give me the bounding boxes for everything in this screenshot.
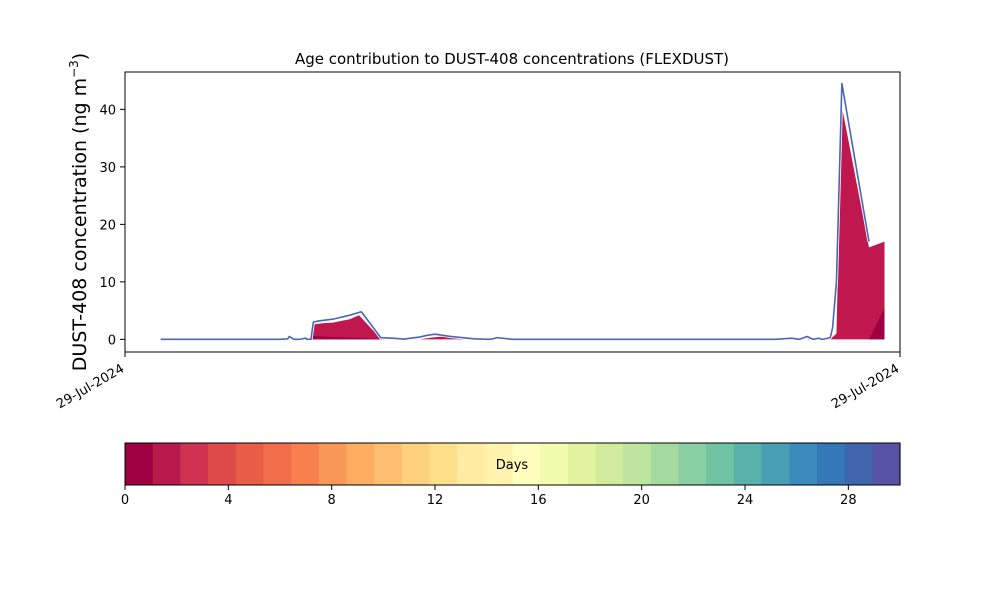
plot-area: 0 10 20 30 40 29-Jul-2024 29-Jul-2024 (54, 71, 902, 412)
colorbar-cell (263, 443, 292, 485)
colorbar-cell (623, 443, 652, 485)
axes-frame (124, 71, 901, 353)
y-tick-label: 40 (99, 103, 116, 118)
y-axis-label-close: ) (69, 53, 91, 60)
colorbar-cell (484, 443, 514, 485)
colorbar-tick-label: 24 (737, 493, 754, 508)
colorbar-cell (457, 443, 486, 485)
y-axis-label-main: DUST-408 concentration (ng m (69, 78, 91, 371)
y-axis-label-sup: −3 (67, 60, 81, 78)
colorbar-tick-label: 16 (530, 493, 547, 508)
colorbar-cell (733, 443, 763, 485)
colorbar-label: Days (496, 458, 529, 473)
colorbar-tick-label: 20 (633, 493, 650, 508)
y-tick-label: 30 (99, 161, 116, 176)
chart-title: Age contribution to DUST-408 concentrati… (295, 50, 729, 68)
area-1-2-days (160, 106, 885, 340)
colorbar-cells (125, 443, 901, 485)
colorbar-cell (816, 443, 846, 485)
colorbar: Days 0 4 8 12 16 20 24 28 (121, 442, 901, 508)
y-axis-ticks: 0 10 20 30 40 (99, 103, 125, 348)
colorbar-cell (180, 443, 209, 485)
colorbar-cell (429, 443, 458, 485)
colorbar-tick-label: 8 (328, 493, 336, 508)
total-line-group (160, 81, 871, 341)
area-0-1-days (160, 307, 885, 340)
area-series-group (160, 106, 885, 340)
colorbar-cell (346, 443, 375, 485)
colorbar-cell (872, 443, 901, 485)
y-tick-label: 10 (99, 276, 116, 291)
x-tick-label: 29-Jul-2024 (829, 361, 902, 412)
colorbar-cell (235, 443, 264, 485)
colorbar-cell (761, 443, 790, 485)
colorbar-cell (706, 443, 735, 485)
total-line (160, 82, 870, 341)
colorbar-cell (650, 443, 680, 485)
y-axis-label: DUST-408 concentration (ng m−3) (67, 53, 91, 371)
colorbar-tick-label: 0 (121, 493, 129, 508)
colorbar-cell (844, 443, 873, 485)
colorbar-cell (595, 443, 624, 485)
colorbar-cell (152, 443, 181, 485)
total-line-halo (160, 81, 871, 341)
colorbar-tick-label: 4 (224, 493, 232, 508)
colorbar-tick-label: 28 (840, 493, 857, 508)
colorbar-cell (125, 443, 154, 485)
colorbar-cell (512, 443, 541, 485)
colorbar-cell (540, 443, 569, 485)
y-tick-label: 20 (99, 218, 116, 233)
colorbar-cell (291, 443, 320, 485)
colorbar-cell (567, 443, 597, 485)
colorbar-frame (124, 442, 901, 486)
y-tick-label: 0 (108, 333, 116, 348)
colorbar-cell (318, 443, 348, 485)
colorbar-cell (374, 443, 403, 485)
colorbar-cell (401, 443, 431, 485)
x-axis-ticks: 29-Jul-2024 29-Jul-2024 (54, 352, 902, 412)
colorbar-tick-label: 12 (427, 493, 444, 508)
colorbar-cell (208, 443, 237, 485)
colorbar-ticks: 0 4 8 12 16 20 24 28 (121, 485, 857, 508)
colorbar-cell (789, 443, 818, 485)
colorbar-cell (678, 443, 707, 485)
